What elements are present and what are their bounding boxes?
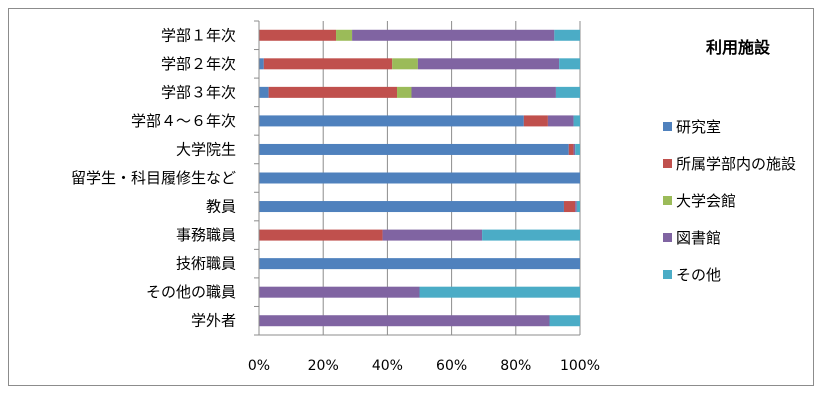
bar-segment bbox=[259, 286, 420, 298]
bar-segment bbox=[259, 29, 337, 41]
x-tick-label: 20% bbox=[308, 358, 339, 374]
bar-segment bbox=[419, 286, 580, 298]
bar-segment bbox=[259, 58, 264, 70]
legend-label: 図書館 bbox=[676, 229, 721, 247]
category-label: 学部３年次 bbox=[161, 83, 236, 101]
x-tick-label: 60% bbox=[436, 358, 467, 374]
bar-segment bbox=[259, 86, 269, 98]
bar-segment bbox=[575, 201, 577, 213]
category-label: 教員 bbox=[206, 198, 236, 216]
bar-segment bbox=[259, 229, 383, 241]
bar-segment bbox=[259, 143, 569, 155]
category-label: 留学生・科目履修生など bbox=[71, 169, 236, 187]
bar-segment bbox=[559, 58, 580, 70]
bar-segment bbox=[547, 115, 574, 127]
category-label: 技術職員 bbox=[176, 255, 236, 273]
x-tick-label: 40% bbox=[372, 358, 403, 374]
bar-segment bbox=[575, 143, 580, 155]
legend-swatch bbox=[663, 196, 672, 205]
x-tick-label: 0% bbox=[248, 358, 270, 374]
bar-segment bbox=[411, 86, 556, 98]
bar-segment bbox=[573, 115, 580, 127]
bar-segment bbox=[336, 29, 353, 41]
bar-segment bbox=[417, 58, 560, 70]
legend-label: 大学会館 bbox=[676, 192, 736, 210]
bar-segment bbox=[259, 115, 524, 127]
bar-segment bbox=[259, 201, 564, 213]
legend-label: 研究室 bbox=[676, 118, 721, 136]
category-label: 大学院生 bbox=[176, 140, 236, 158]
bar-layer bbox=[259, 29, 580, 327]
legend-label: 所属学部内の施設 bbox=[676, 155, 796, 173]
bar-segment bbox=[259, 315, 550, 327]
category-label: 学部４～６年次 bbox=[131, 112, 236, 130]
bar-segment bbox=[263, 58, 393, 70]
legend-swatch bbox=[663, 233, 672, 242]
category-label: 学部１年次 bbox=[161, 26, 236, 44]
legend-swatch bbox=[663, 159, 672, 168]
bar-segment bbox=[523, 115, 548, 127]
category-label: 学外者 bbox=[191, 312, 236, 330]
legend-swatch bbox=[663, 270, 672, 279]
legend-title: 利用施設 bbox=[706, 38, 771, 57]
category-label: 事務職員 bbox=[176, 226, 236, 244]
bar-segment bbox=[563, 201, 576, 213]
bar-segment bbox=[382, 229, 483, 241]
bar-segment bbox=[397, 86, 412, 98]
legend-label: その他 bbox=[676, 266, 721, 284]
axis-layer: 0% 20% 40% 60% 80% 100% 学部１年次学部２年次学部３年次学部４～６年次… bbox=[71, 20, 600, 374]
bar-segment bbox=[576, 201, 580, 213]
legend-swatch bbox=[663, 122, 672, 131]
bar-segment bbox=[482, 229, 580, 241]
bar-segment bbox=[554, 29, 580, 41]
bar-segment bbox=[392, 58, 418, 70]
category-label: その他の職員 bbox=[146, 283, 236, 301]
bar-segment bbox=[268, 86, 398, 98]
bar-segment bbox=[259, 172, 580, 184]
x-tick-label: 80% bbox=[500, 358, 531, 374]
bar-segment bbox=[573, 143, 576, 155]
bar-segment bbox=[568, 143, 574, 155]
x-tick-label: 100% bbox=[560, 358, 600, 374]
bar-segment bbox=[549, 315, 580, 327]
bar-segment bbox=[352, 29, 555, 41]
category-label: 学部２年次 bbox=[161, 55, 236, 73]
bar-segment bbox=[259, 258, 580, 270]
bar-segment bbox=[555, 86, 580, 98]
